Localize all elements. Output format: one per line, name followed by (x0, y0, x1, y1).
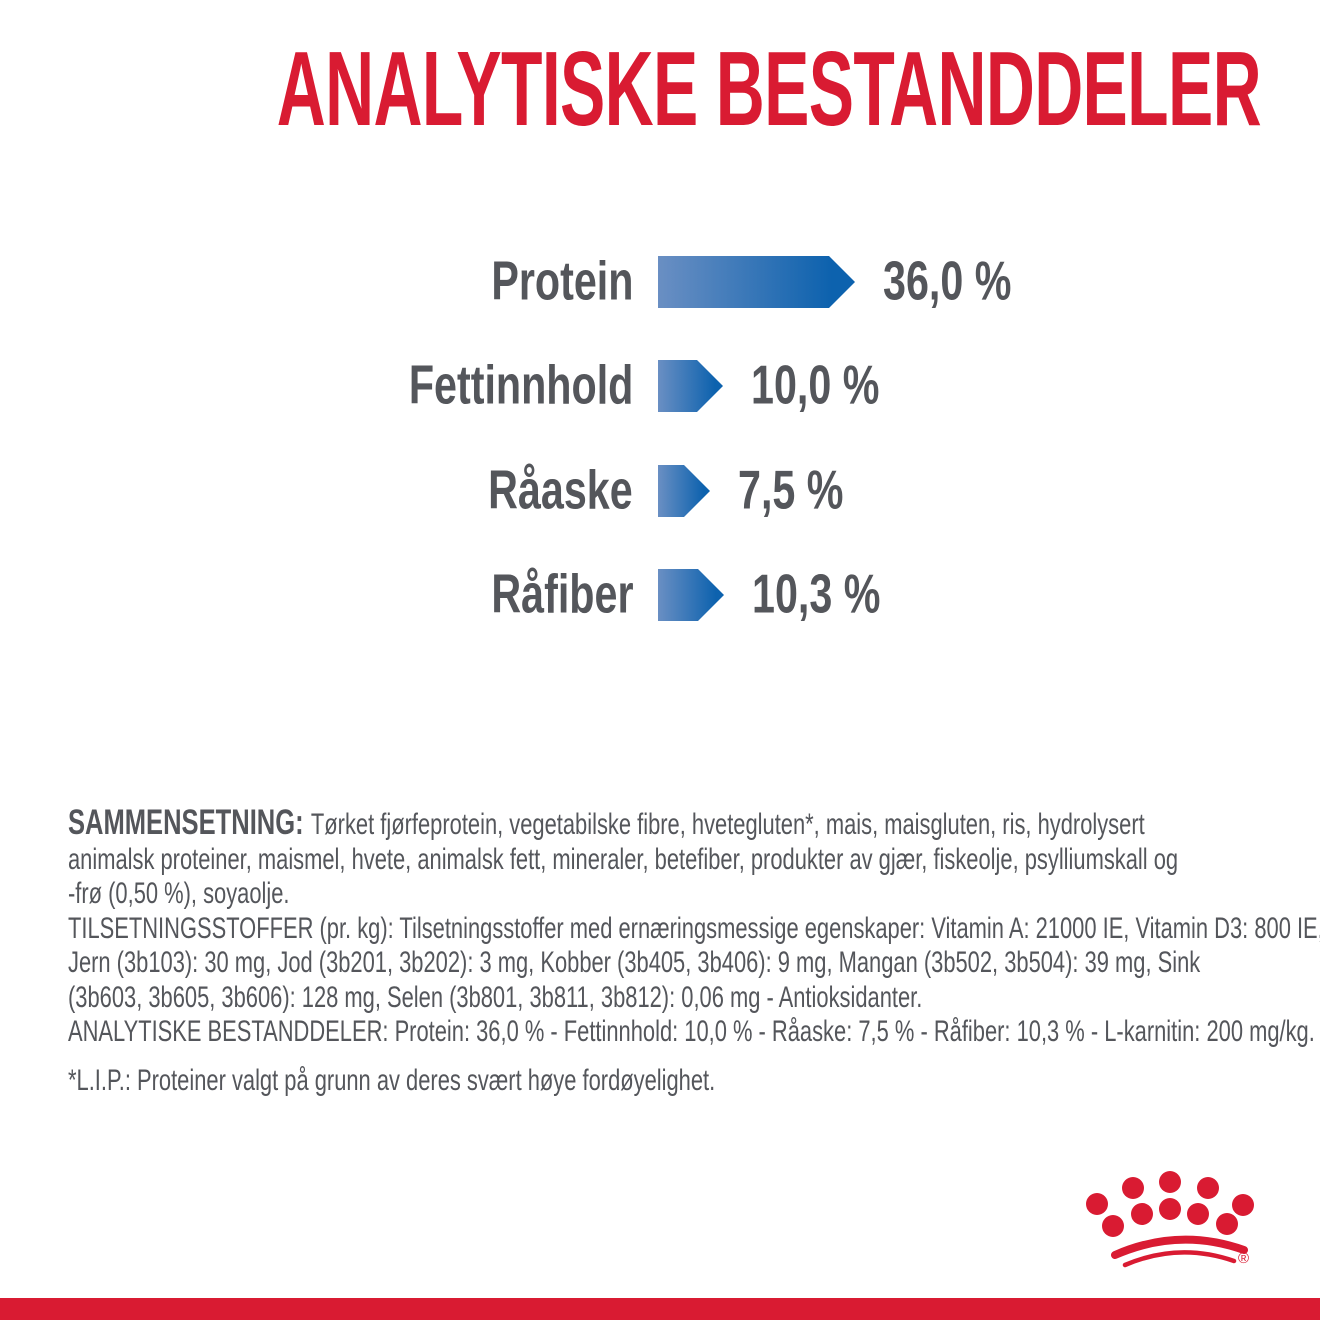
bar-value: 10,3 % (752, 562, 881, 625)
registered-trademark-icon: ® (1238, 1250, 1249, 1267)
bar-label: Protein (490, 249, 633, 312)
page-title-text: ANALYTISKE BESTANDDELER (276, 30, 1262, 148)
bar-value: 7,5 % (738, 458, 844, 521)
crown-dots (1086, 1171, 1254, 1237)
composition-line-1: SAMMENSETNING: Tørket fjørfeprotein, vege… (68, 803, 1145, 843)
bar (658, 465, 710, 517)
bar-label: Fettinnhold (408, 353, 633, 416)
bar (658, 360, 723, 412)
bar-value: 36,0 % (883, 249, 1012, 312)
chart-row: Protein 36,0 % (0, 250, 1320, 312)
royal-canin-crown-logo: ® (1086, 1171, 1254, 1268)
bar (658, 569, 724, 621)
analytical-constituents-line: ANALYTISKE BESTANDDELER: Protein: 36,0 %… (68, 1015, 1315, 1048)
composition-line-2: animalsk proteiner, maismel, hvete, anim… (68, 842, 1179, 876)
brand-red-bar (0, 1298, 1320, 1320)
lip-footnote: *L.I.P.: Proteiner valgt på grunn av der… (68, 1063, 716, 1097)
chart-row: Råfiber 10,3 % (0, 563, 1320, 625)
bar-label: Råaske (488, 458, 633, 521)
bar-label: Råfiber (490, 562, 633, 625)
chart-row: Fettinnhold 10,0 % (0, 354, 1320, 416)
composition-heading: SAMMENSETNING: (68, 803, 304, 842)
bar (658, 256, 855, 308)
crown-arcs (1111, 1235, 1248, 1268)
ingredients-text-block: SAMMENSETNING: Tørket fjørfeprotein, vege… (68, 803, 1320, 1098)
composition-line-3: -frø (0,50 %), soyaolje. (68, 877, 290, 910)
composition-line-1-text: Tørket fjørfeprotein, vegetabilske fibre… (310, 808, 1145, 841)
additives-line-1: TILSETNINGSSTOFFER (pr. kg): Tilsetnings… (68, 911, 1320, 945)
additives-line-3: (3b603, 3b605, 3b606): 128 mg, Selen (3b… (68, 980, 923, 1014)
additives-line-2: Jern (3b103): 30 mg, Jod (3b201, 3b202):… (68, 946, 1201, 979)
page-title: ANALYTISKE BESTANDDELER (0, 36, 1320, 142)
chart-row: Råaske 7,5 % (0, 459, 1320, 521)
bar-value: 10,0 % (751, 353, 880, 416)
